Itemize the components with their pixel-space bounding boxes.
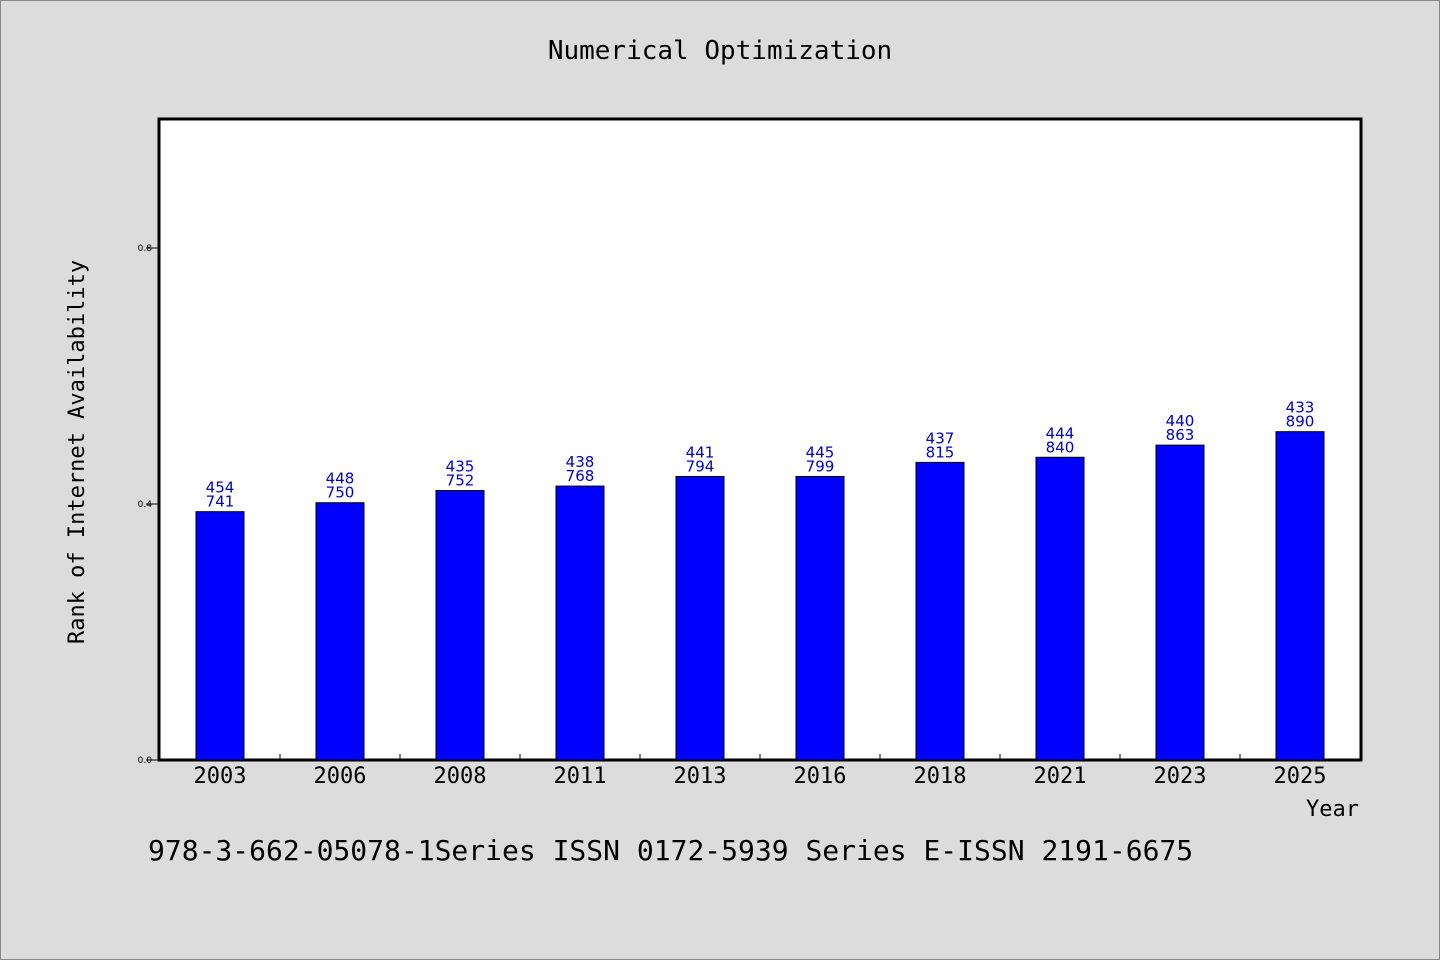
bar-value-label: 437 (926, 429, 955, 447)
y-tick-label: 0.8 (138, 244, 153, 254)
x-axis-ticks: 2003 2006 2008 2011 2013 2016 2018 2021 2023 2025 (194, 754, 1327, 789)
bars (195, 431, 1325, 761)
x-tick-label: 2025 (1274, 764, 1327, 789)
bar (1155, 444, 1205, 761)
x-tick-label: 2018 (914, 764, 967, 789)
bar-value-label: 840 (1046, 438, 1075, 456)
x-tick-label: 2013 (674, 764, 727, 789)
bar-value-label: 438 (566, 453, 595, 471)
x-tick-label: 2016 (794, 764, 847, 789)
bar (795, 475, 845, 761)
bar (1275, 431, 1325, 761)
y-axis-ticks: 0.0 0.4 0.8 (138, 244, 160, 766)
bar (435, 490, 485, 761)
bar (915, 461, 965, 761)
y-tick-label: 0.4 (138, 500, 153, 510)
bar-value-label: 750 (326, 484, 355, 502)
bar-value-label: 445 (806, 443, 835, 461)
y-axis-title: Rank of Internet Availability (65, 260, 90, 644)
bar (555, 485, 605, 761)
bar-value-label: 441 (686, 443, 715, 461)
bar-value-label: 863 (1166, 426, 1195, 444)
x-tick-label: 2008 (434, 764, 487, 789)
bar-value-label: 435 (446, 458, 475, 476)
bar-value-label: 440 (1166, 412, 1195, 430)
bar-value-label: 768 (566, 467, 595, 485)
x-axis-title: Year (1306, 797, 1359, 822)
x-tick-label: 2003 (194, 764, 247, 789)
x-tick-label: 2006 (314, 764, 367, 789)
x-tick-label: 2023 (1154, 764, 1207, 789)
bar (195, 511, 245, 761)
x-tick-label: 2011 (554, 764, 607, 789)
bar-labels: 4547414487504357524387684417944457994378… (206, 399, 1315, 511)
x-tick-label: 2021 (1034, 764, 1087, 789)
chart-title: Numerical Optimization (547, 36, 893, 66)
bar (1035, 456, 1085, 761)
bar-value-label: 799 (806, 457, 835, 475)
bar-value-label: 794 (686, 457, 715, 475)
bar-value-label: 815 (926, 443, 955, 461)
bar-value-label: 454 (206, 479, 235, 497)
bar (675, 475, 725, 761)
bar-value-label: 741 (206, 493, 235, 511)
y-tick-label: 0.0 (138, 756, 153, 766)
bar-value-label: 752 (446, 472, 475, 490)
bar-value-label: 433 (1286, 399, 1315, 417)
bar-value-label: 448 (326, 470, 355, 488)
bar (315, 502, 365, 761)
footer-series-info: 978-3-662-05078-1Series ISSN 0172-5939 S… (148, 834, 1194, 867)
bar-value-label: 444 (1046, 424, 1075, 442)
bar-value-label: 890 (1286, 413, 1315, 431)
